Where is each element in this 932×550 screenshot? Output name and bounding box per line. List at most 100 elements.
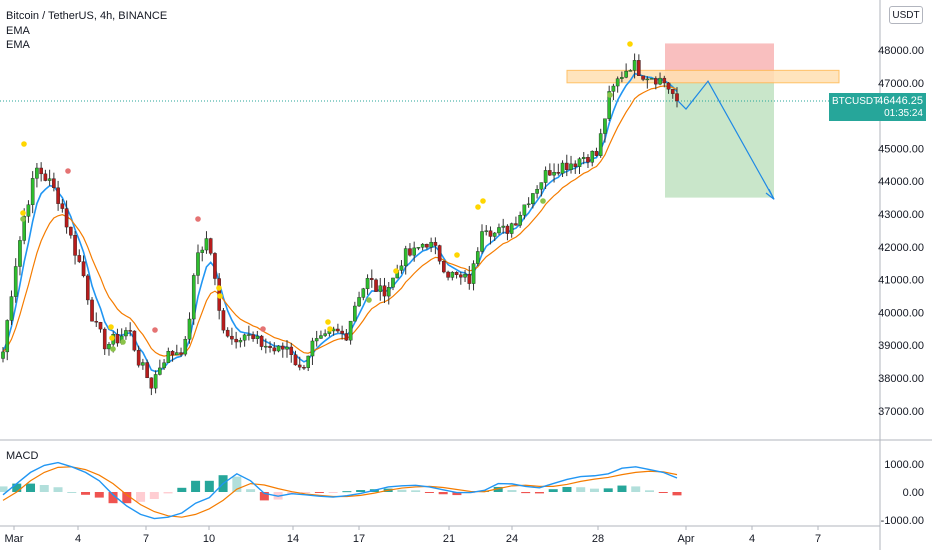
bearish-candle <box>77 255 82 262</box>
ema-fast-line <box>2 72 678 373</box>
bullish-candle <box>615 78 620 87</box>
signal-dot <box>110 346 116 352</box>
bullish-candle <box>378 285 383 292</box>
bullish-candle <box>463 273 467 278</box>
bearish-candle <box>213 253 217 279</box>
bearish-candle <box>514 223 518 226</box>
bearish-candle <box>73 235 77 256</box>
bearish-candle <box>128 330 132 332</box>
bullish-candle <box>569 163 573 170</box>
bullish-candle <box>26 204 31 217</box>
bar-countdown: 01:35:24 <box>884 108 923 119</box>
macd-histogram-bar <box>631 486 641 492</box>
signal-dots <box>20 41 633 352</box>
bearish-candle <box>564 162 569 170</box>
bullish-candle <box>590 150 595 163</box>
macd-histogram-bar <box>438 492 448 495</box>
macd-histogram-bar <box>108 492 118 504</box>
bearish-candle <box>446 271 450 278</box>
macd-histogram-bar <box>122 492 132 504</box>
time-tick-label: 4 <box>749 533 755 545</box>
signal-dot <box>109 335 115 341</box>
bearish-candle <box>69 226 73 236</box>
bearish-candle <box>81 261 86 277</box>
bearish-candle <box>94 321 99 323</box>
currency-unit-button[interactable]: USDT <box>889 6 923 24</box>
macd-histogram-bar <box>411 490 421 492</box>
bullish-candle <box>166 350 171 363</box>
bullish-candle <box>191 275 196 320</box>
time-axis[interactable]: Mar 4 7 10 14 17 21 24 28 Apr 4 7 <box>5 526 822 545</box>
bullish-candle <box>416 247 421 249</box>
bullish-candle <box>399 265 404 271</box>
bearish-candle <box>52 178 56 188</box>
bullish-candle <box>386 287 391 297</box>
bearish-candle <box>102 328 107 350</box>
bearish-candle <box>454 271 459 275</box>
bullish-candle <box>153 374 158 389</box>
bullish-candle <box>535 189 539 194</box>
price-tick-label: 40000.00 <box>878 307 924 319</box>
bullish-candle <box>357 297 361 307</box>
bearish-candle <box>641 75 645 80</box>
macd-panel: 1000.00 0.00 -1000.00 <box>0 459 924 527</box>
bearish-candle <box>637 60 641 76</box>
macd-histogram-bar <box>328 492 338 493</box>
bullish-candle <box>412 247 416 256</box>
bearish-candle <box>221 310 226 331</box>
bearish-candle <box>340 330 344 334</box>
macd-histogram-bar <box>589 488 599 492</box>
bearish-candle <box>293 354 298 366</box>
bullish-candle <box>611 85 616 92</box>
bullish-candle <box>276 345 281 352</box>
bullish-candle <box>365 278 370 289</box>
bearish-candle <box>654 78 658 85</box>
signal-dot <box>120 339 126 345</box>
price-tick-label: 41000.00 <box>878 275 924 287</box>
bearish-candle <box>374 279 378 292</box>
macd-histogram-bar <box>521 492 531 494</box>
projection-overlay <box>677 80 775 200</box>
bullish-candle <box>552 172 556 176</box>
macd-histogram-bar <box>356 490 366 492</box>
bearish-candle <box>488 230 493 237</box>
price-axis[interactable]: 37000.00 38000.00 39000.00 40000.00 41000.00… <box>878 45 924 418</box>
bullish-candle <box>501 225 506 228</box>
bearish-candle <box>272 347 277 352</box>
bullish-candle <box>598 133 603 156</box>
bearish-candle <box>115 334 120 344</box>
bearish-candle <box>56 187 60 204</box>
signal-dot <box>65 168 71 174</box>
bearish-candle <box>442 260 446 273</box>
macd-histogram-bar <box>136 492 146 502</box>
bullish-candle <box>632 60 637 71</box>
macd-histogram-bar <box>0 486 8 492</box>
ema-legend-1: EMA <box>6 25 31 37</box>
macd-histogram-bar <box>424 492 434 493</box>
bullish-candle <box>174 352 179 356</box>
bearish-candle <box>670 89 675 94</box>
signal-dot <box>20 210 26 216</box>
bullish-candle <box>577 158 582 167</box>
bullish-candle <box>162 362 166 369</box>
bearish-candle <box>230 335 234 340</box>
bullish-candle <box>649 78 654 80</box>
bullish-candle <box>314 338 319 342</box>
macd-histogram-bar <box>493 486 503 492</box>
signal-dot <box>195 216 201 222</box>
macd-histogram-bar <box>67 492 77 493</box>
bearish-candle <box>132 330 137 351</box>
bullish-candle <box>497 227 501 234</box>
time-tick-label: 4 <box>75 533 81 545</box>
macd-histogram-bar <box>672 492 682 496</box>
bullish-candle <box>620 77 624 79</box>
bearish-candle <box>289 346 294 355</box>
resistance-zone <box>566 69 840 84</box>
time-tick-label: Apr <box>677 533 694 545</box>
bullish-candle <box>543 170 548 183</box>
bullish-candle <box>480 231 484 252</box>
bearish-candle <box>467 273 472 284</box>
bearish-candle <box>382 285 387 297</box>
bullish-candle <box>353 305 357 322</box>
